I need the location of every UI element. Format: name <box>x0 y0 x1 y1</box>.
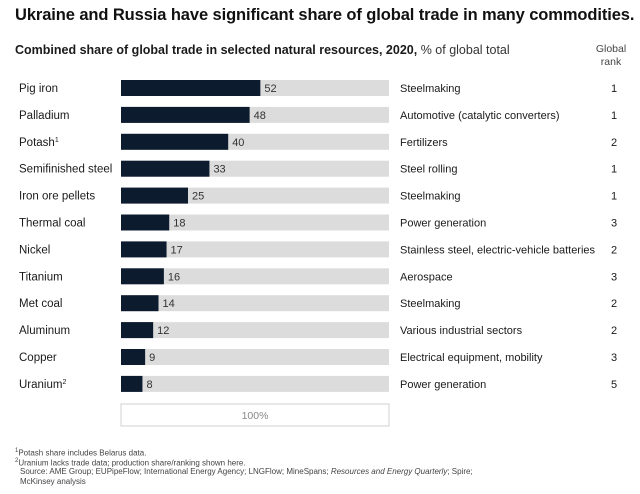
rank-header-line1: Global <box>595 43 627 55</box>
bar-value-label: 40 <box>232 137 244 149</box>
source-text-italic: Resources and Energy Quarterly <box>330 467 448 476</box>
source-text-post: ; Spire; <box>447 467 473 476</box>
global-rank-value: 3 <box>611 218 617 230</box>
bar-track <box>121 349 389 365</box>
footnote-potash: 1Potash share includes Belarus data. <box>15 446 146 459</box>
global-rank-value: 1 <box>611 164 617 176</box>
use-label: Steelmaking <box>400 83 461 95</box>
global-rank-value: 3 <box>611 352 617 364</box>
global-rank-header: Global rank <box>585 43 637 69</box>
bar-value-label: 14 <box>163 298 175 310</box>
bar-value-label: 17 <box>171 244 183 256</box>
rank-header-line2: rank <box>600 56 622 68</box>
bar <box>121 80 261 96</box>
bar <box>121 375 143 392</box>
source-text-pre: Source: AME Group; EUPipeFlow; Internati… <box>20 467 331 476</box>
footnote-1-mark: 1 <box>15 448 19 454</box>
bar-value-label: 25 <box>192 191 204 203</box>
category-label: Uranium2 <box>19 379 66 391</box>
bar-value-label: 12 <box>157 325 169 337</box>
bar-track <box>121 241 389 258</box>
bar <box>121 268 164 285</box>
use-label: Aerospace <box>400 271 453 283</box>
global-rank-value: 1 <box>611 83 617 95</box>
bar <box>121 106 250 123</box>
bar <box>121 241 167 258</box>
footnote-1-text: Potash share includes Belarus data. <box>18 448 147 458</box>
bar-track <box>121 322 389 339</box>
category-label: Nickel <box>19 244 50 256</box>
footnote-uranium: 2Uranium lacks trade data; production sh… <box>15 456 246 469</box>
chart-subtitle: Combined share of global trade in select… <box>15 43 510 57</box>
category-label: Pig iron <box>19 83 58 95</box>
use-label: Stainless steel, electric-vehicle batter… <box>400 244 596 256</box>
category-label: Titanium <box>19 271 63 283</box>
bar-value-label: 52 <box>264 83 276 95</box>
use-label: Electrical equipment, mobility <box>400 352 543 364</box>
bar-value-label: 16 <box>168 271 180 283</box>
global-rank-value: 2 <box>611 298 617 310</box>
use-label: Various industrial sectors <box>400 325 523 337</box>
bar-value-label: 33 <box>213 164 225 176</box>
bar-value-label: 48 <box>254 110 266 122</box>
source-line: Source: AME Group; EUPipeFlow; Internati… <box>20 467 473 477</box>
bar-value-label: 8 <box>146 379 152 391</box>
bar-track <box>121 214 389 231</box>
bar-value-label: 18 <box>173 218 185 230</box>
bar <box>121 295 159 312</box>
use-label: Automotive (catalytic converters) <box>400 110 560 122</box>
full-scale-box <box>120 403 390 427</box>
category-label: Met coal <box>19 298 62 310</box>
global-rank-value: 1 <box>611 191 617 203</box>
use-label: Steelmaking <box>400 298 461 310</box>
subtitle-main: Combined share of global trade in select… <box>15 43 418 57</box>
source-line-2: McKinsey analysis <box>20 477 86 486</box>
category-label: Iron ore pellets <box>19 191 95 203</box>
bar <box>121 187 188 204</box>
bar <box>121 133 229 150</box>
global-rank-value: 3 <box>611 271 617 283</box>
chart-title: Ukraine and Russia have significant shar… <box>15 6 635 24</box>
category-label: Aluminum <box>19 325 70 337</box>
global-rank-value: 5 <box>611 379 617 391</box>
bar-track <box>121 268 389 285</box>
global-rank-value: 2 <box>611 137 617 149</box>
use-label: Steelmaking <box>400 191 461 203</box>
use-label: Fertilizers <box>400 137 448 149</box>
category-label: Thermal coal <box>19 218 85 230</box>
global-rank-value: 1 <box>611 110 617 122</box>
bar-track <box>121 295 389 312</box>
use-label: Steel rolling <box>400 164 457 176</box>
global-rank-value: 2 <box>611 244 617 256</box>
bar <box>121 160 210 177</box>
category-label: Palladium <box>19 110 70 122</box>
footnote-2-text: Uranium lacks trade data; production sha… <box>18 458 246 468</box>
category-superscript: 1 <box>55 137 59 144</box>
bar <box>121 349 146 365</box>
subtitle-unit: % of global total <box>420 43 510 57</box>
bar-track <box>121 375 389 392</box>
use-label: Power generation <box>400 379 486 391</box>
bar-value-label: 9 <box>149 352 155 364</box>
bar <box>121 322 154 339</box>
footnote-2-mark: 2 <box>15 458 19 464</box>
full-scale-label: 100% <box>242 410 269 422</box>
category-label: Potash1 <box>19 137 59 149</box>
category-label: Copper <box>19 352 57 364</box>
category-superscript: 2 <box>62 379 66 386</box>
global-rank-value: 2 <box>611 325 617 337</box>
bar <box>121 214 170 231</box>
use-label: Power generation <box>400 218 486 230</box>
category-label: Semifinished steel <box>19 164 112 176</box>
